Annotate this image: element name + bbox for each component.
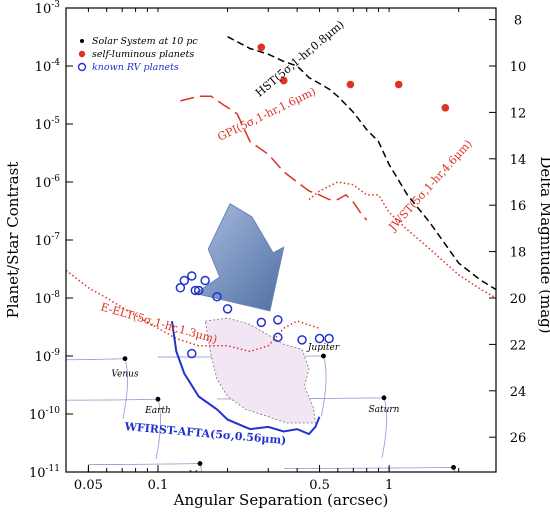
- legend-label: known RV planets: [92, 62, 179, 73]
- y2-axis-label: Delta Magnitude (mag): [537, 156, 550, 333]
- y2-tick-label: 10: [510, 60, 527, 75]
- curve-label-hst: HST(5σ,1-hr,0.8μm): [253, 18, 347, 100]
- curve-label-e-elt: E-ELT(5σ,1-hr,1.3μm): [99, 300, 219, 346]
- rv-planet: [222, 304, 233, 314]
- y-axis-label: Planet/Star Contrast: [4, 162, 22, 319]
- rv-planet: [324, 333, 334, 344]
- self-luminous-planet: [441, 104, 450, 112]
- orbit-track: [66, 358, 128, 419]
- y2-tick-label: 16: [510, 199, 527, 214]
- orbit-track: [66, 398, 161, 460]
- legend-marker: [78, 50, 86, 58]
- orbit-track: [88, 463, 203, 472]
- rv-planet: [273, 332, 283, 343]
- legend: Solar System at 10 pc self-luminous plane…: [77, 36, 198, 73]
- solar-system-planet: [155, 396, 161, 402]
- y2-tick-label: 20: [510, 292, 527, 307]
- rv-planet: [179, 275, 190, 286]
- solar-system-planet: [122, 356, 128, 362]
- y-tick-label: 10-8: [35, 290, 61, 307]
- planet-label: Earth: [144, 406, 171, 416]
- y2-tick-label: 24: [510, 385, 527, 400]
- rv-planet: [187, 348, 197, 359]
- self-luminous-planet: [257, 43, 266, 52]
- legend-item: known RV planets: [77, 62, 179, 73]
- legend-marker: [77, 62, 87, 72]
- planet-label: Saturn: [368, 405, 399, 415]
- solar-system-planet: [451, 465, 456, 470]
- rv-planet: [193, 285, 204, 296]
- y2-tick-label: 18: [510, 246, 527, 261]
- rv-planet: [200, 275, 210, 286]
- curve-gpi: [180, 95, 368, 221]
- planet-label: Venus: [111, 370, 139, 380]
- curve-label-jwst: JWST(5σ,1-hr,4.6μm): [386, 137, 475, 234]
- x-tick-label: 0.5: [309, 478, 330, 493]
- self-luminous-planet: [346, 80, 355, 89]
- self-luminous-planet: [394, 80, 403, 89]
- x-axis-label: Angular Separation (arcsec): [173, 491, 389, 509]
- y-tick-label: 10-11: [29, 464, 60, 481]
- direction-arrow: [194, 203, 285, 312]
- solar-system-planet: [197, 461, 203, 466]
- rv-planet: [212, 292, 222, 302]
- planet-label: Uranus: [437, 474, 471, 484]
- solar-system-planet: [381, 395, 387, 401]
- rv-planet: [190, 285, 201, 296]
- x-tick-label: 0.1: [148, 478, 169, 493]
- y2-tick-label: 22: [510, 338, 527, 353]
- legend-label: Solar System at 10 pc: [92, 36, 198, 47]
- y2-tick-label: 12: [510, 106, 527, 121]
- curve-hst: [227, 36, 496, 291]
- rv-planet: [314, 333, 325, 344]
- y-tick-label: 10-10: [29, 406, 60, 423]
- rv-planet: [297, 335, 307, 345]
- y-tick-label: 10-6: [35, 174, 61, 191]
- x-tick-label: 0.05: [74, 478, 103, 493]
- curve-wfirst-afta: [171, 320, 321, 436]
- rv-planet: [187, 271, 197, 281]
- rv-planet: [273, 315, 283, 325]
- curve-jwst: [308, 181, 496, 299]
- rv-planet: [175, 283, 186, 293]
- y-tick-label: 10-7: [35, 232, 61, 249]
- legend-item: self-luminous planets: [78, 49, 194, 60]
- y2-tick-label: 26: [510, 431, 527, 446]
- rv-planet: [256, 317, 267, 328]
- planet-label: Jupiter: [306, 343, 340, 353]
- curve-e-elt: [66, 269, 320, 353]
- y2-tick-label: 14: [510, 153, 527, 168]
- legend-item: Solar System at 10 pc: [80, 36, 198, 47]
- axes: 0.05 0.1 0.5 1 10-3 10-4 10-5 10-6 10-7 10-8 10-9 1…: [29, 0, 526, 493]
- wfirst-region: [204, 317, 316, 424]
- y-tick-label: 10-5: [35, 116, 61, 133]
- y2-tick-label: 8: [514, 14, 522, 29]
- y-tick-label: 10-9: [35, 348, 61, 365]
- solar-system-planet: [321, 353, 326, 359]
- legend-marker: [80, 39, 84, 43]
- y-tick-label: 10-3: [35, 0, 61, 17]
- x-tick-label: 1: [385, 478, 393, 493]
- self-luminous-planet: [279, 76, 288, 85]
- plot-area: Venus Earth Mars Jupiter Saturn Uranus HST(5σ,…: [66, 18, 496, 484]
- legend-label: self-luminous planets: [92, 49, 194, 60]
- planet-label: Mars: [187, 471, 212, 481]
- curve-label-wfirst-afta: WFIRST-AFTA(5σ,0.56μm): [123, 420, 287, 447]
- y-tick-label: 10-4: [35, 58, 61, 75]
